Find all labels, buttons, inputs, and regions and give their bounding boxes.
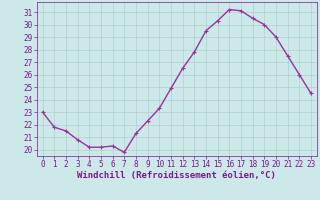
X-axis label: Windchill (Refroidissement éolien,°C): Windchill (Refroidissement éolien,°C) — [77, 171, 276, 180]
